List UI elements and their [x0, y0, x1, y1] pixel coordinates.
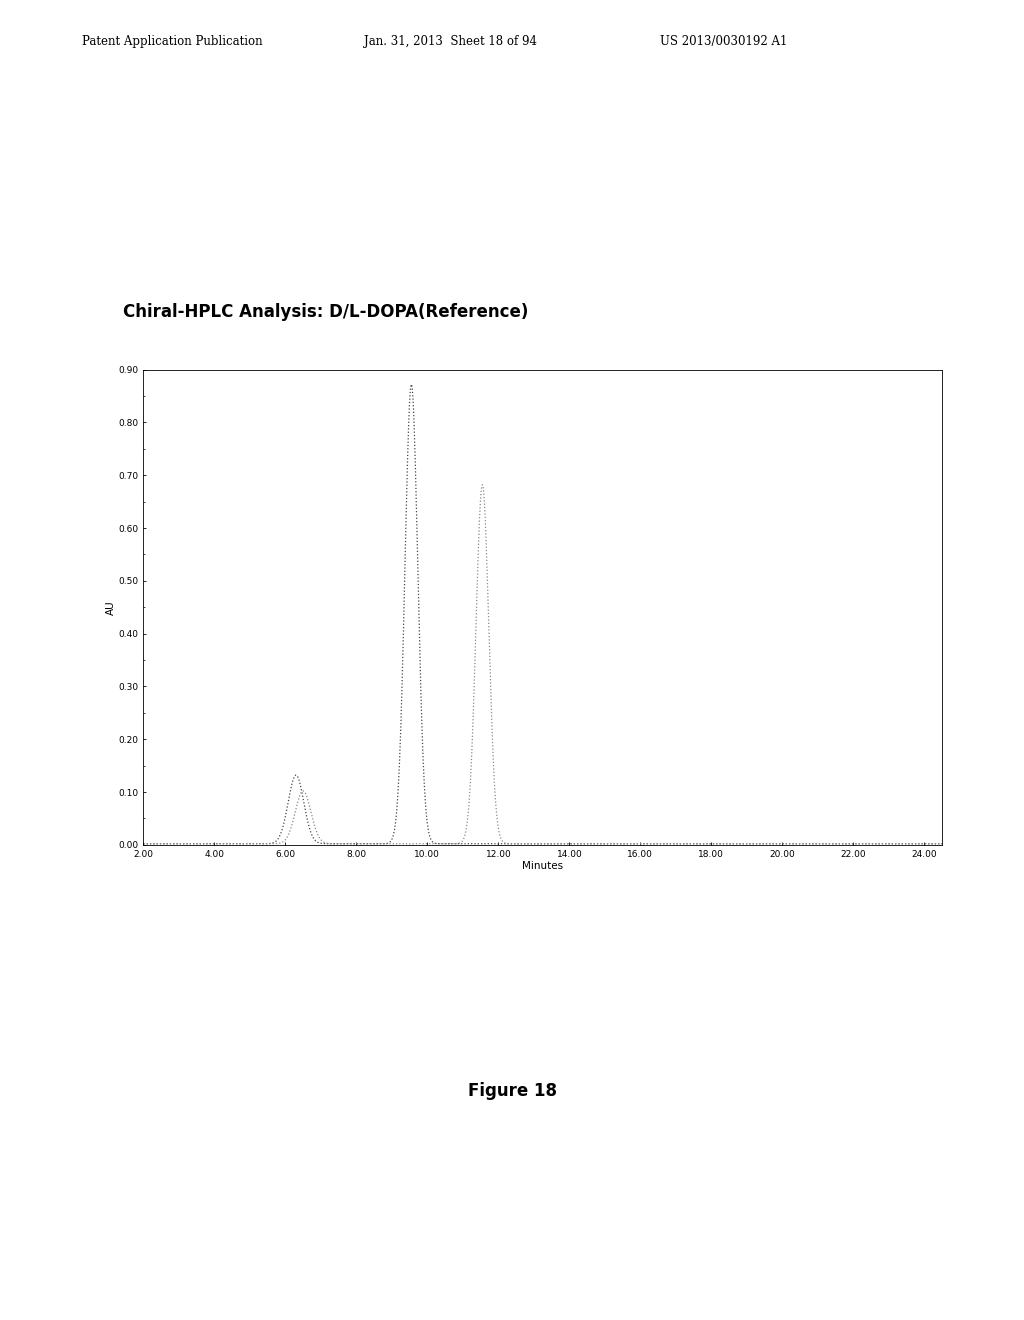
- Text: Patent Application Publication: Patent Application Publication: [82, 34, 262, 48]
- Text: Jan. 31, 2013  Sheet 18 of 94: Jan. 31, 2013 Sheet 18 of 94: [364, 34, 537, 48]
- Text: Figure 18: Figure 18: [468, 1081, 556, 1100]
- Text: US 2013/0030192 A1: US 2013/0030192 A1: [660, 34, 787, 48]
- X-axis label: Minutes: Minutes: [522, 862, 563, 871]
- Text: Chiral-HPLC Analysis: D/L-DOPA(Reference): Chiral-HPLC Analysis: D/L-DOPA(Reference…: [123, 302, 528, 321]
- Y-axis label: AU: AU: [105, 599, 116, 615]
